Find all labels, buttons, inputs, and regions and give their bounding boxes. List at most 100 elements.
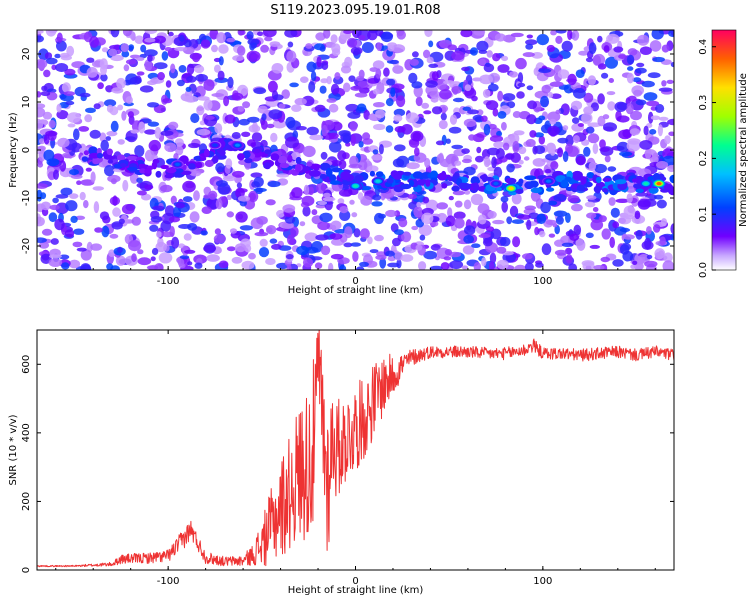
heatmap-cell: [68, 259, 81, 269]
heatmap-cell: [278, 245, 292, 251]
heatmap-cell: [369, 249, 379, 254]
heatmap-cell: [285, 254, 294, 260]
heatmap-cell: [372, 194, 382, 201]
heatmap-cell: [451, 86, 462, 94]
y-tick-label: -10: [21, 190, 32, 206]
figure-title: S119.2023.095.19.01.R08: [270, 3, 440, 18]
heatmap-cell: [569, 233, 580, 241]
heatmap-cell: [660, 218, 668, 227]
heatmap-cell: [69, 169, 79, 176]
heatmap-cell: [344, 56, 353, 68]
y-tick-label: 400: [21, 423, 32, 442]
heatmap-cell: [270, 153, 280, 161]
heatmap-cell: [130, 129, 140, 134]
heatmap-cell: [289, 82, 299, 88]
heatmap-cell: [431, 106, 443, 115]
heatmap-cell: [451, 144, 464, 150]
heatmap-cell: [423, 110, 432, 115]
heatmap-cell: [515, 188, 524, 194]
heatmap-cell: [586, 172, 595, 179]
heatmap-cell: [618, 217, 626, 224]
heatmap-cell: [63, 91, 76, 96]
heatmap-cell: [587, 75, 597, 86]
heatmap-cell: [375, 255, 387, 260]
heatmap-cell: [392, 65, 404, 74]
heatmap-cell: [200, 230, 208, 236]
heatmap-cell: [625, 103, 634, 115]
heatmap-cell: [436, 153, 444, 164]
heatmap-cell: [189, 211, 200, 223]
heatmap-cell: [86, 57, 95, 63]
heatmap-cell: [174, 138, 184, 147]
heatmap-cell: [471, 243, 481, 248]
heatmap-cell: [485, 226, 495, 232]
heatmap-cell: [473, 30, 486, 36]
heatmap-cell: [659, 236, 666, 246]
heatmap-cell: [493, 141, 505, 149]
heatmap-cell: [550, 148, 556, 156]
heatmap-cell: [633, 183, 642, 189]
heatmap-cell: [296, 245, 309, 256]
heatmap-cell: [45, 130, 58, 137]
y-tick-label: 20: [21, 48, 32, 61]
heatmap-cell: [215, 198, 223, 210]
y-tick-label: 10: [21, 96, 32, 109]
heatmap-cell: [168, 216, 181, 223]
heatmap-cell: [170, 63, 176, 74]
heatmap-cell: [637, 198, 651, 210]
heatmap-cell: [487, 210, 497, 219]
heatmap-cell: [524, 262, 534, 270]
heatmap-cell: [215, 180, 228, 187]
heatmap-cell: [661, 44, 670, 53]
heatmap-cell: [302, 145, 316, 158]
heatmap-cell: [126, 155, 139, 161]
heatmap-cell: [117, 104, 124, 111]
heatmap-cell: [261, 119, 268, 130]
heatmap-cell: [328, 262, 334, 270]
heatmap-cell: [583, 92, 594, 103]
heatmap-cell: [664, 135, 671, 145]
heatmap-cell: [592, 54, 601, 66]
heatmap-cell: [662, 260, 674, 270]
heatmap-cell: [182, 196, 193, 203]
heatmap-cell: [497, 64, 510, 73]
heatmap-cell: [452, 190, 465, 196]
heatmap-cell: [152, 158, 160, 164]
heatmap-cell: [658, 87, 673, 92]
heatmap-cell: [602, 177, 612, 182]
heatmap-cell: [179, 255, 190, 260]
heatmap-cell: [406, 162, 420, 170]
heatmap-cell: [571, 203, 583, 212]
heatmap-cell: [518, 146, 527, 155]
heatmap-cell: [100, 64, 107, 76]
heatmap-peak: [546, 179, 551, 183]
heatmap-cell: [43, 133, 50, 145]
heatmap-cell: [254, 231, 269, 237]
heatmap-cell: [271, 243, 282, 250]
heatmap-cell: [375, 171, 384, 178]
heatmap-cell: [526, 114, 537, 125]
heatmap-cell: [401, 231, 412, 243]
heatmap-cell: [391, 44, 406, 54]
heatmap-cell: [606, 33, 620, 44]
heatmap-cell: [635, 192, 649, 197]
heatmap-cell: [250, 42, 257, 49]
heatmap-cell: [623, 205, 636, 217]
heatmap-cell: [37, 59, 48, 69]
heatmap-cell: [580, 176, 587, 185]
heatmap-cell: [430, 220, 439, 227]
heatmap-cell: [226, 211, 234, 218]
heatmap-cell: [301, 195, 315, 206]
heatmap-cell: [287, 41, 294, 48]
heatmap-cell: [56, 103, 62, 113]
heatmap-cell: [667, 118, 674, 126]
heatmap-cell: [257, 31, 264, 37]
heatmap-cell: [216, 32, 226, 44]
heatmap-cell: [601, 228, 611, 240]
heatmap-cell: [585, 232, 594, 239]
heatmap-cell: [110, 120, 119, 132]
heatmap-cell: [668, 131, 674, 137]
heatmap-cell: [125, 96, 133, 104]
heatmap-cell: [226, 194, 232, 200]
heatmap-cell: [500, 196, 509, 203]
